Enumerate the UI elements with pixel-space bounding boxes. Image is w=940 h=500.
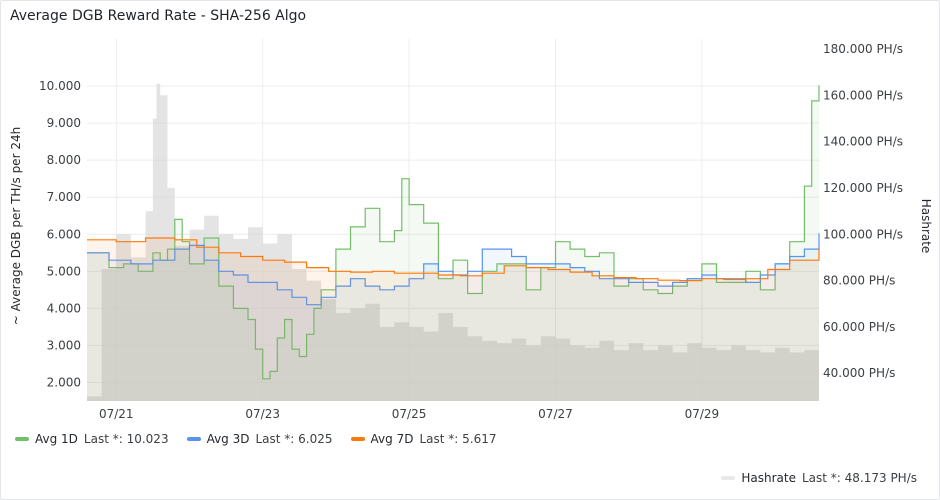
legend-series-last: Last *: 48.173 PH/s [801,471,917,485]
x-tick-label: 07/23 [245,407,280,421]
y2-tick-label: 120.000 PH/s [823,181,903,195]
legend-item-avg-3d[interactable]: Avg 3D Last *: 6.025 [186,432,333,446]
y2-tick-label: 180.000 PH/s [823,42,903,56]
panel-title: Average DGB Reward Rate - SHA-256 Algo [10,8,307,24]
series-area-avg-3d [87,233,819,401]
y-tick-label: 2.000 [47,375,81,389]
legend-series-name: Avg 3D [206,432,250,446]
series-area-avg-1d [87,85,819,401]
y-tick-label: 4.000 [47,301,81,315]
series-line-avg-7d [87,237,820,282]
legend-item-avg-7d[interactable]: Avg 7D Last *: 5.617 [350,432,497,446]
x-tick-label: 07/21 [99,407,134,421]
y-tick-label: 10.000 [39,79,81,93]
y-tick-label: 8.000 [47,153,81,167]
y-tick-label: 3.000 [47,338,81,352]
y2-tick-label: 160.000 PH/s [823,88,903,102]
legend: Avg 1D Last *: 10.023 Avg 3D Last *: 6.0… [15,432,496,446]
y-axis-label: ~ Average DGB per TH/s per 24h [9,127,23,325]
y-tick-label: 7.000 [47,190,81,204]
legend-series-last: Last *: 5.617 [419,432,497,446]
y2-tick-label: 60.000 PH/s [823,320,895,334]
y2-tick-label: 140.000 PH/s [823,135,903,149]
y-tick-label: 9.000 [47,116,81,130]
y2-tick-label: 80.000 PH/s [823,274,895,288]
y2-axis-label: Hashrate [919,199,933,254]
legend-swatch-icon [721,476,736,480]
legend-swatch-icon [350,437,365,441]
legend-series-last: Last *: 10.023 [83,432,169,446]
x-tick-label: 07/29 [685,407,720,421]
y-tick-label: 6.000 [47,227,81,241]
legend-swatch-icon [15,437,29,441]
y2-tick-label: 40.000 PH/s [823,366,895,380]
chart-canvas: 2.000 3.000 4.000 5.000 6.000 7.000 8.000 9.000… [9,39,933,421]
legend-series-name: Hashrate [741,471,796,485]
legend-swatch-icon [186,437,201,441]
legend-series-last: Last *: 6.025 [255,432,333,446]
legend-series-name: Avg 7D [370,432,414,446]
legend-item-avg-1d[interactable]: Avg 1D Last *: 10.023 [15,432,169,446]
series-line-avg-3d [87,233,820,306]
series-area-hashrate [87,83,819,401]
legend-item-hashrate[interactable]: Hashrate Last *: 48.173 PH/s [721,471,917,485]
x-tick-label: 07/25 [392,407,427,421]
x-tick-label: 07/27 [538,407,573,421]
legend-series-name: Avg 1D [35,432,78,446]
y-tick-label: 5.000 [47,264,81,278]
y2-tick-label: 100.000 PH/s [823,227,903,241]
